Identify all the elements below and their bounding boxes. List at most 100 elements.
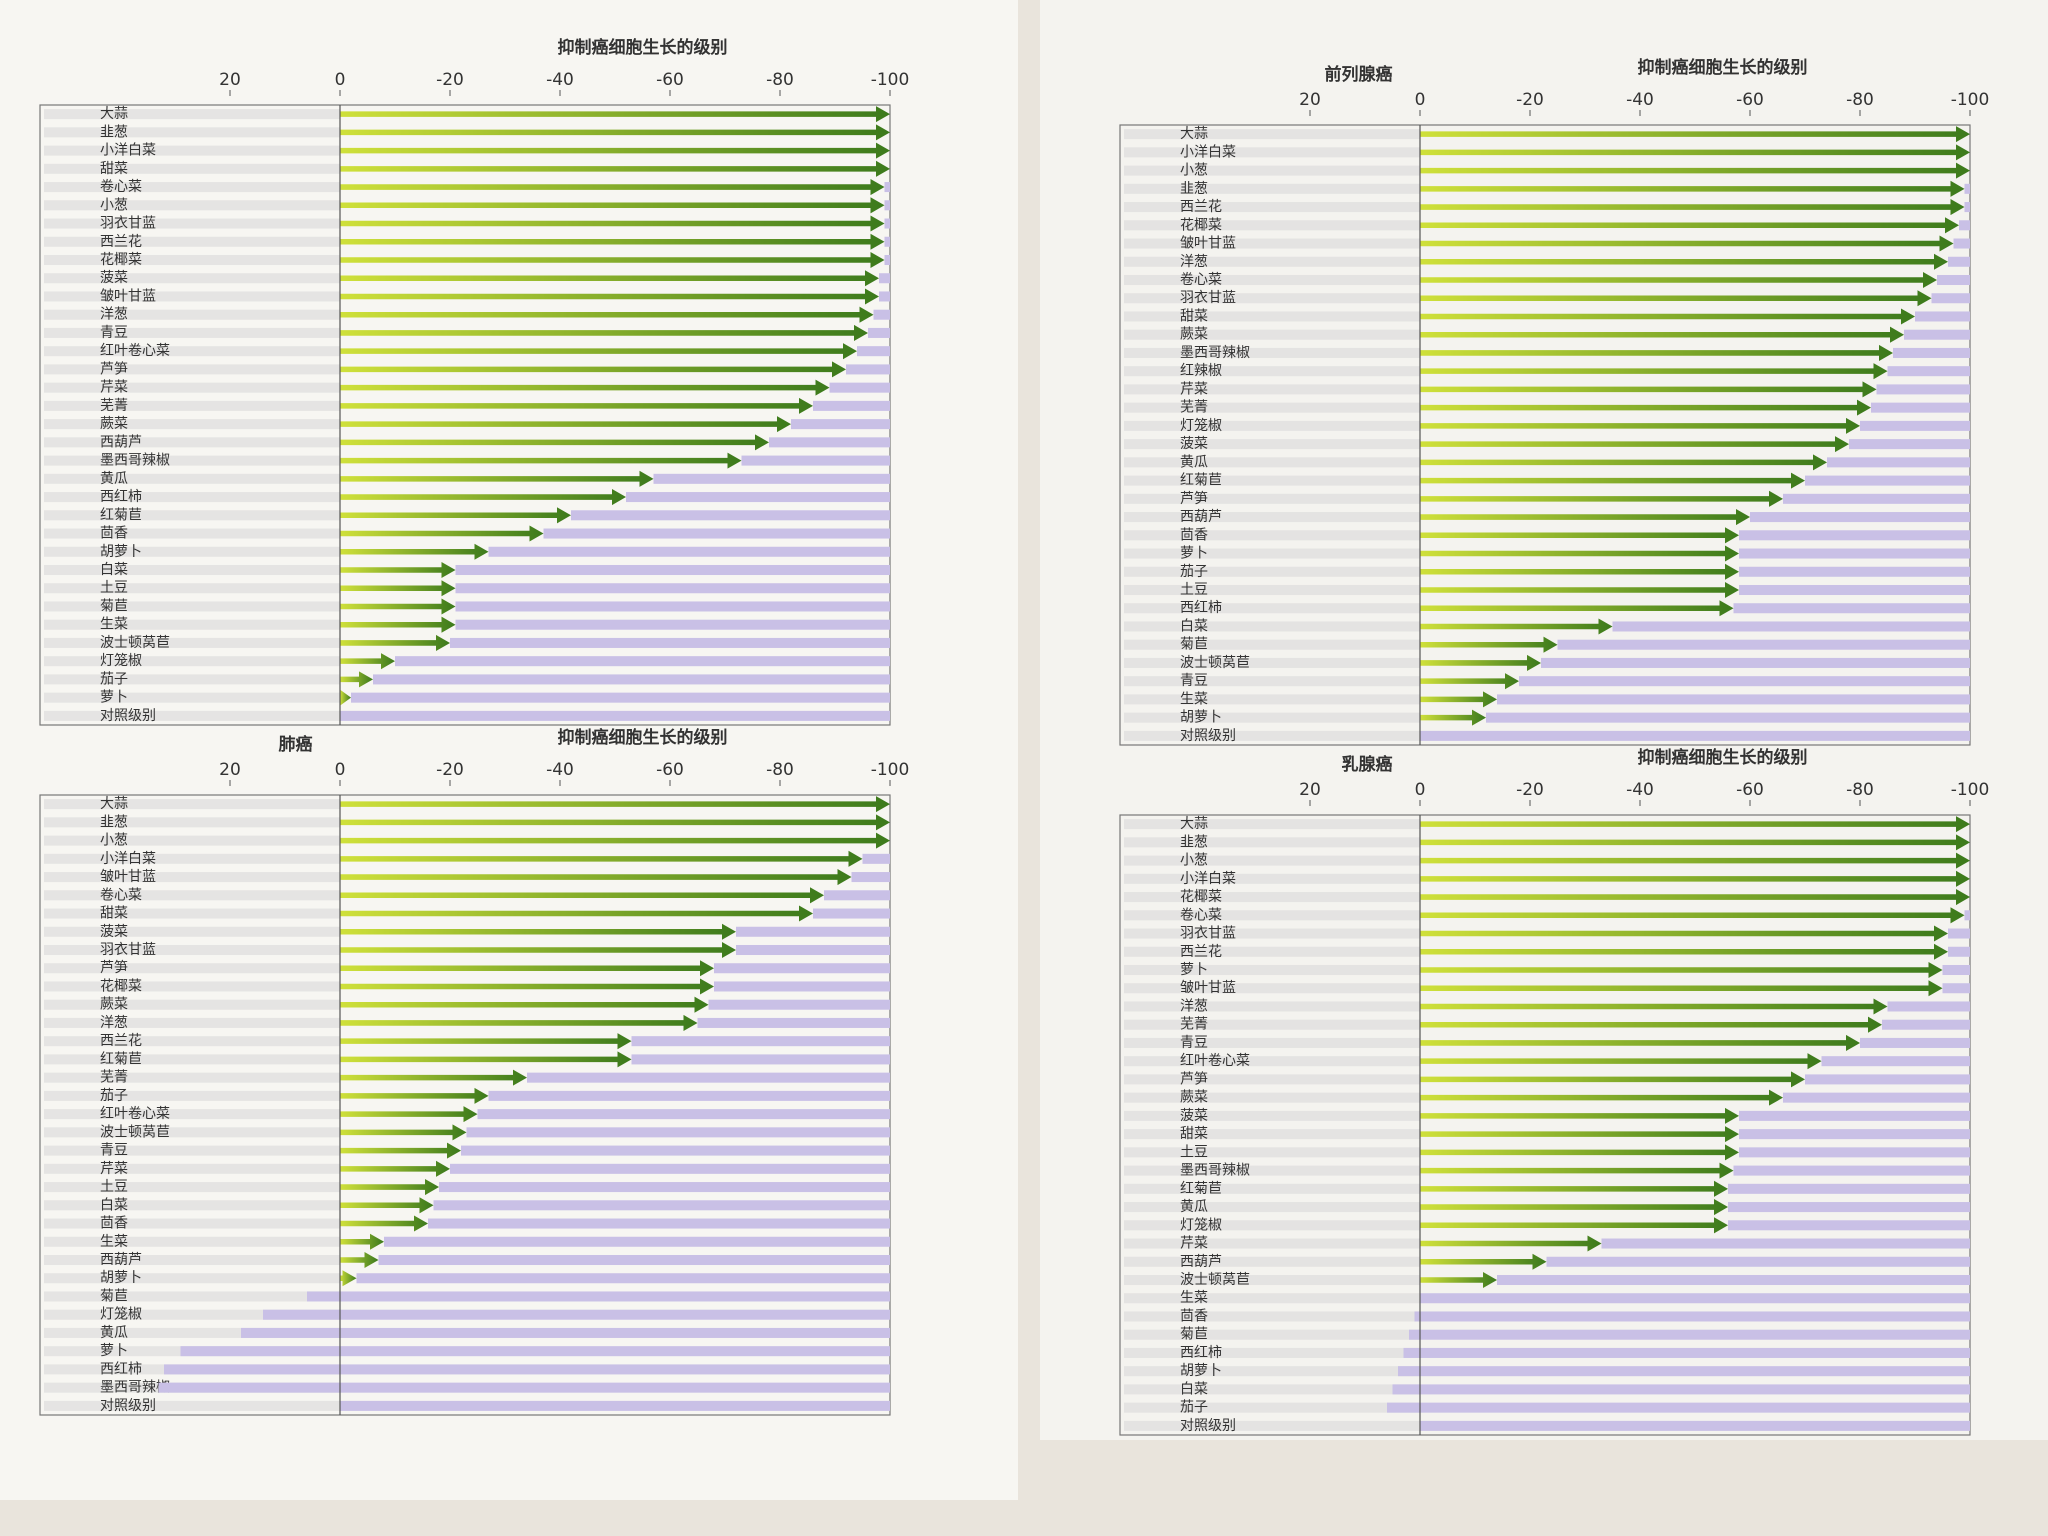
- arrow-bar: [340, 1069, 527, 1086]
- row-strip: [44, 1291, 340, 1302]
- arrow-bar: [340, 1233, 384, 1250]
- x-tick-label: -80: [766, 70, 794, 90]
- arrow-bar: [1420, 126, 1970, 143]
- row-background: [1948, 256, 1970, 267]
- arrow-bar: [340, 507, 571, 524]
- arrow-bar: [340, 361, 846, 378]
- category-label: 小洋白菜: [100, 851, 156, 867]
- row-background: [873, 309, 890, 320]
- arrow-bar: [340, 796, 890, 813]
- row-strip: [44, 346, 340, 357]
- arrow-bar: [340, 1215, 428, 1232]
- category-label: 芜菁: [1180, 399, 1208, 416]
- category-label: 卷心菜: [1180, 272, 1222, 288]
- row-background: [356, 1273, 890, 1284]
- category-label: 西兰花: [1180, 199, 1222, 215]
- row-strip: [44, 656, 340, 667]
- arrow-bar: [340, 142, 890, 159]
- row-strip: [44, 127, 340, 138]
- category-label: 生菜: [100, 1234, 128, 1250]
- category-label: 芜菁: [100, 1069, 128, 1086]
- row-background: [714, 963, 890, 974]
- row-background: [708, 999, 890, 1010]
- category-label: 皱叶甘蓝: [100, 288, 156, 304]
- arrow-bar: [340, 197, 885, 214]
- row-background: [1541, 657, 1970, 668]
- category-label: 茴香: [100, 1216, 128, 1232]
- category-label: 洋葱: [1180, 998, 1208, 1014]
- x-tick-label: 0: [1415, 90, 1426, 110]
- row-strip: [44, 182, 340, 193]
- arrow-bar: [340, 869, 852, 886]
- row-background: [1948, 946, 1970, 957]
- row-background: [824, 890, 890, 901]
- arrow-bar: [1420, 636, 1558, 653]
- row-strip: [1124, 657, 1420, 668]
- category-label: 花椰菜: [100, 252, 142, 268]
- row-background: [1739, 584, 1970, 596]
- category-label: 白菜: [1180, 1381, 1208, 1397]
- arrow-bar: [1420, 363, 1888, 380]
- row-strip: [44, 692, 340, 703]
- arrow-bar: [340, 1179, 439, 1196]
- arrow-bar: [340, 923, 736, 940]
- plot-frame: [1119, 124, 1971, 746]
- category-label: 羽衣甘蓝: [100, 216, 156, 232]
- category-label: 红叶卷心菜: [100, 1106, 170, 1122]
- category-label: 菠菜: [100, 270, 128, 286]
- arrow-bar: [340, 1270, 357, 1287]
- category-label: 西兰花: [100, 234, 142, 250]
- arrow-bar: [1420, 1053, 1822, 1070]
- row-strip: [1124, 347, 1420, 358]
- row-background: [1519, 676, 1970, 687]
- category-label: 土豆: [1180, 582, 1208, 598]
- x-tick-label: -60: [1736, 780, 1764, 800]
- bar: [340, 710, 890, 721]
- arrow-bar: [1420, 1089, 1783, 1106]
- arrow-bar: [340, 343, 857, 360]
- row-strip: [1124, 639, 1420, 650]
- row-background: [455, 601, 890, 612]
- row-background: [1739, 1110, 1970, 1121]
- row-strip: [44, 473, 340, 484]
- x-tick-label: 0: [335, 760, 346, 780]
- arrow-bar: [340, 598, 456, 615]
- category-label: 茄子: [1180, 1399, 1208, 1416]
- x-tick-label: -20: [1516, 90, 1544, 110]
- row-strip: [44, 163, 340, 174]
- row-background: [626, 492, 890, 503]
- row-background: [769, 437, 890, 448]
- arrow-bar: [1420, 1126, 1739, 1143]
- category-label: 茴香: [100, 526, 128, 542]
- row-strip: [44, 835, 340, 846]
- row-strip: [1124, 603, 1420, 614]
- row-background: [1728, 1220, 1970, 1231]
- arrow-bar: [340, 1051, 632, 1068]
- row-strip: [1124, 1183, 1420, 1194]
- row-strip: [1124, 928, 1420, 939]
- category-label: 青豆: [1180, 1035, 1208, 1051]
- category-label: 羽衣甘蓝: [1180, 926, 1236, 942]
- row-background: [1739, 1147, 1970, 1158]
- category-label: 白菜: [100, 1197, 128, 1213]
- category-label: 小洋白菜: [1180, 144, 1236, 160]
- category-label: 西红柿: [100, 488, 142, 505]
- row-strip: [44, 601, 340, 612]
- arrow-bar: [1420, 162, 1970, 179]
- row-strip: [1124, 873, 1420, 884]
- category-label: 萝卜: [100, 690, 128, 706]
- arrow-bar: [1420, 1016, 1882, 1033]
- row-strip: [44, 1218, 340, 1229]
- arrow-bar: [1420, 1217, 1728, 1234]
- x-tick-label: 0: [1415, 780, 1426, 800]
- arrow-bar: [1420, 563, 1739, 580]
- row-strip: [44, 1145, 340, 1156]
- row-strip: [44, 309, 340, 320]
- x-tick-label: -80: [1846, 780, 1874, 800]
- category-label: 羽衣甘蓝: [100, 942, 156, 958]
- arrow-bar: [1420, 618, 1613, 635]
- category-label: 茴香: [1180, 527, 1208, 543]
- row-background: [378, 1254, 890, 1266]
- arrow-bar: [340, 434, 769, 451]
